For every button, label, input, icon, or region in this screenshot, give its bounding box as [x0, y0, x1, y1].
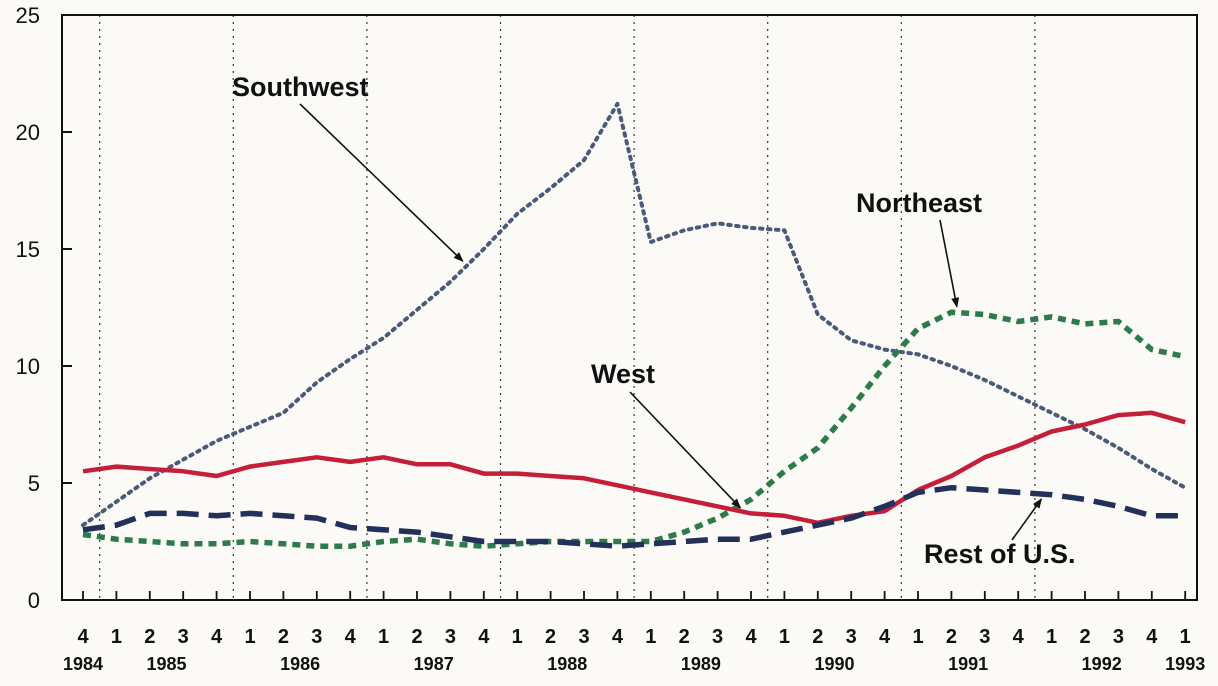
x-year-label: 1993 [1165, 654, 1205, 674]
x-year-label: 1987 [414, 654, 454, 674]
x-tick-label: 2 [545, 626, 556, 648]
x-year-label: 1992 [1082, 654, 1122, 674]
x-tick-label: 4 [345, 626, 357, 648]
x-tick-label: 4 [1146, 626, 1158, 648]
x-year-label: 1988 [547, 654, 587, 674]
x-tick-label: 1 [512, 626, 523, 648]
annotation-arrow [299, 103, 464, 262]
x-tick-label: 4 [745, 626, 757, 648]
x-tick-label: 1 [912, 626, 923, 648]
y-tick-label: 5 [28, 471, 40, 496]
x-tick-label: 2 [411, 626, 422, 648]
x-year-label: 1984 [63, 654, 103, 674]
x-tick-label: 3 [178, 626, 189, 648]
x-tick-label: 4 [478, 626, 490, 648]
x-tick-label: 4 [612, 626, 624, 648]
annotation-arrow [629, 391, 741, 509]
x-tick-label: 4 [77, 626, 89, 648]
x-year-label: 1986 [280, 654, 320, 674]
y-tick-label: 25 [16, 3, 40, 28]
x-year-label: 1990 [814, 654, 854, 674]
x-tick-label: 3 [311, 626, 322, 648]
x-tick-label: 4 [211, 626, 223, 648]
x-year-label: 1985 [146, 654, 186, 674]
series-line-west [82, 410, 1186, 526]
x-tick-label: 3 [712, 626, 723, 648]
series-line-rest-of-u-s [82, 484, 1186, 549]
x-tick-label: 2 [278, 626, 289, 648]
x-tick-label: 3 [979, 626, 990, 648]
y-tick-label: 0 [28, 588, 40, 613]
series-line-northeast [82, 309, 1186, 549]
x-tick-label: 1 [645, 626, 656, 648]
annotation-arrow [939, 219, 960, 308]
x-year-label: 1989 [681, 654, 721, 674]
x-tick-label: 2 [1079, 626, 1090, 648]
y-tick-label: 20 [16, 120, 40, 145]
x-tick-label: 2 [679, 626, 690, 648]
y-tick-label: 15 [16, 237, 40, 262]
y-tick-label: 10 [16, 354, 40, 379]
x-year-label: 1991 [948, 654, 988, 674]
x-tick-label: 4 [1013, 626, 1025, 648]
annotation-label: Southwest [232, 72, 369, 102]
series-line-southwest [81, 101, 1188, 528]
x-tick-label: 1 [111, 626, 122, 648]
x-tick-label: 2 [946, 626, 957, 648]
x-tick-label: 3 [445, 626, 456, 648]
plot-frame [61, 14, 1198, 601]
x-tick-label: 3 [846, 626, 857, 648]
annotation-label: Northeast [856, 188, 982, 218]
annotation-label: West [591, 359, 655, 389]
x-tick-label: 1 [779, 626, 790, 648]
x-tick-label: 3 [578, 626, 589, 648]
x-tick-label: 1 [378, 626, 389, 648]
x-tick-label: 4 [879, 626, 891, 648]
x-tick-label: 2 [812, 626, 823, 648]
annotation-arrow [1011, 498, 1043, 541]
x-tick-label: 1 [1046, 626, 1057, 648]
x-tick-label: 1 [1180, 626, 1191, 648]
x-tick-label: 2 [144, 626, 155, 648]
annotation-label: Rest of U.S. [924, 539, 1076, 569]
x-tick-label: 3 [1113, 626, 1124, 648]
x-tick-label: 1 [244, 626, 255, 648]
